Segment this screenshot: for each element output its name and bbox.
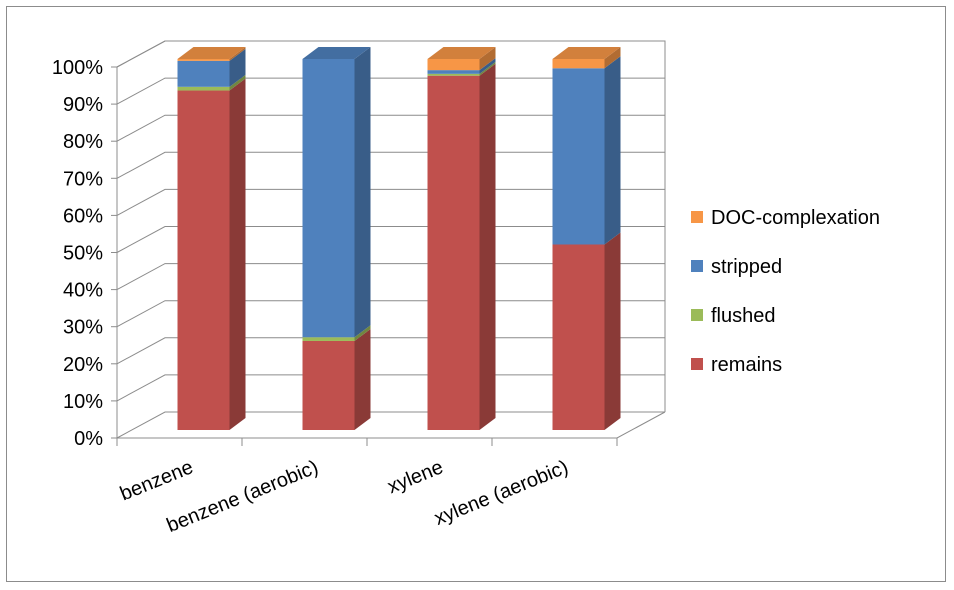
y-tick-label: 80% bbox=[63, 131, 103, 153]
legend-swatch bbox=[691, 309, 703, 321]
stacked-bar-chart: 0% 10% 20% 30% 40% 50% 60% 70% 80% 90% 100% benzen… bbox=[52, 40, 880, 537]
bar-segment-doc-complexation bbox=[552, 59, 605, 69]
bar-segment-side bbox=[354, 328, 371, 430]
y-tick-label: 10% bbox=[63, 391, 103, 413]
y-tick-label: 30% bbox=[63, 317, 103, 339]
bar-segment-side bbox=[354, 325, 371, 341]
bar-top-face bbox=[552, 47, 621, 59]
y-tick-label: 40% bbox=[63, 280, 103, 302]
bar-segment-side bbox=[604, 56, 621, 245]
bar-segment-stripped bbox=[302, 59, 355, 338]
gridline bbox=[116, 374, 665, 402]
bar-segment-flushed bbox=[302, 337, 355, 341]
legend-label: DOC-complexation bbox=[711, 207, 880, 229]
bar-segment-doc-complexation bbox=[427, 59, 480, 71]
bar-segment-flushed bbox=[427, 73, 480, 76]
bar-segment-side bbox=[604, 47, 621, 69]
gridline bbox=[116, 151, 665, 179]
gridline bbox=[116, 188, 665, 216]
bar-segment-side bbox=[229, 48, 246, 87]
y-tick-label: 0% bbox=[74, 428, 103, 450]
bar-segment-stripped bbox=[552, 68, 605, 245]
bar-segment-side bbox=[229, 78, 246, 430]
bars bbox=[177, 47, 621, 430]
x-category-label: xylene bbox=[385, 456, 447, 498]
bar-segment-remains bbox=[302, 340, 355, 430]
bar-stack bbox=[302, 47, 371, 430]
bar-segment-side bbox=[354, 47, 371, 338]
bar-segment-stripped bbox=[427, 70, 480, 74]
y-tick-label: 90% bbox=[63, 94, 103, 116]
bar-segment-doc-complexation bbox=[177, 59, 230, 61]
gridline bbox=[116, 77, 665, 105]
bar-segment-stripped bbox=[177, 60, 230, 87]
bar-top-face bbox=[427, 47, 496, 59]
gridline bbox=[116, 40, 665, 68]
y-tick-label: 70% bbox=[63, 168, 103, 190]
bar-top-face bbox=[302, 47, 371, 59]
bar-segment-side bbox=[604, 232, 621, 430]
legend-label: stripped bbox=[711, 256, 782, 278]
gridline bbox=[116, 300, 665, 328]
gridline bbox=[116, 411, 665, 439]
y-tick-label: 20% bbox=[63, 354, 103, 376]
bar-segment-side bbox=[229, 74, 246, 91]
gridlines bbox=[111, 40, 665, 446]
bar-segment-side bbox=[479, 63, 496, 430]
bar-segment-side bbox=[479, 58, 496, 74]
bar-segment-remains bbox=[177, 90, 230, 430]
bar-segment-side bbox=[229, 47, 246, 61]
bar-stack bbox=[177, 47, 246, 430]
y-axis-tick-labels: 0% 10% 20% 30% 40% 50% 60% 70% 80% 90% 100% bbox=[52, 57, 103, 450]
x-category-label: benzene bbox=[117, 456, 196, 505]
y-tick-label: 60% bbox=[63, 205, 103, 227]
bar-segment-side bbox=[479, 61, 496, 76]
bar-top-face bbox=[177, 47, 246, 59]
bar-segment-remains bbox=[427, 75, 480, 430]
legend-label: flushed bbox=[711, 305, 776, 327]
bar-segment-flushed bbox=[177, 86, 230, 91]
legend-swatch bbox=[691, 260, 703, 272]
legend-label: remains bbox=[711, 354, 782, 376]
gridline bbox=[116, 114, 665, 142]
bar-stack bbox=[427, 47, 496, 430]
y-tick-label: 100% bbox=[52, 57, 103, 79]
legend-swatch bbox=[691, 358, 703, 370]
gridline bbox=[116, 226, 665, 253]
bar-segment-remains bbox=[552, 244, 605, 430]
gridline bbox=[116, 263, 665, 291]
y-tick-label: 50% bbox=[63, 243, 103, 265]
chart-frame: 0% 10% 20% 30% 40% 50% 60% 70% 80% 90% 100% benzen… bbox=[6, 6, 946, 582]
bar-segment-side bbox=[479, 47, 496, 71]
gridline bbox=[116, 337, 665, 365]
x-category-label: xylene (aerobic) bbox=[431, 456, 571, 530]
bar-stack bbox=[552, 47, 621, 430]
legend-swatch bbox=[691, 211, 703, 223]
legend: DOC-complexation stripped flushed remains bbox=[691, 207, 880, 376]
